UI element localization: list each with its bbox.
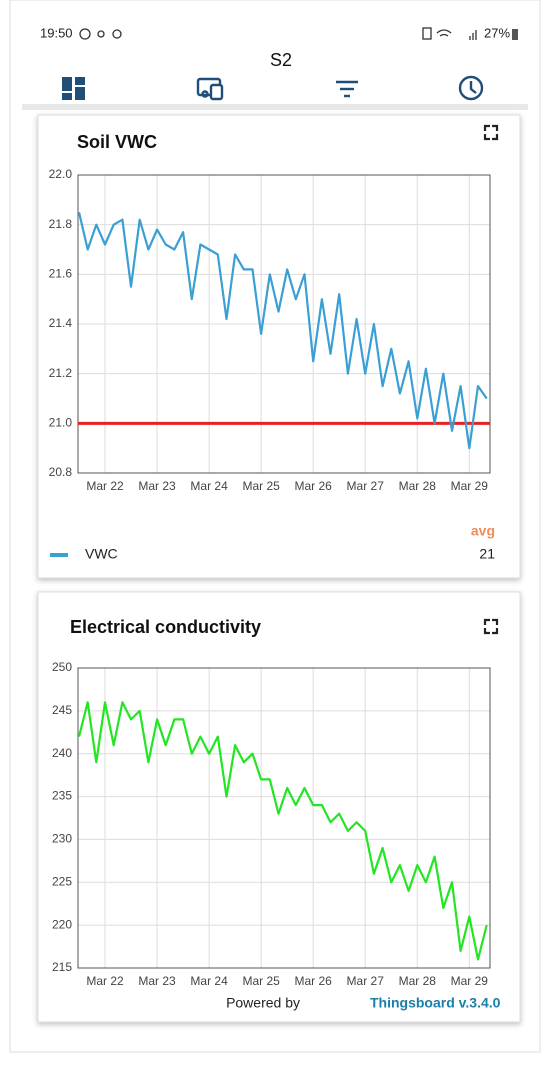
legend-stat-value: 21 bbox=[479, 546, 495, 562]
x-tick-label: Mar 24 bbox=[190, 974, 228, 988]
y-tick-label: 22.0 bbox=[49, 167, 73, 181]
x-tick-label: Mar 26 bbox=[295, 974, 333, 988]
y-tick-label: 220 bbox=[52, 917, 72, 931]
status-icons bbox=[79, 27, 477, 40]
y-tick-label: 235 bbox=[52, 789, 72, 803]
y-tick-label: 21.6 bbox=[49, 267, 73, 281]
y-tick-label: 250 bbox=[52, 660, 72, 674]
plot-area bbox=[77, 667, 491, 969]
header-shadow bbox=[22, 104, 528, 110]
x-tick-label: Mar 25 bbox=[242, 479, 280, 493]
nav-devices[interactable] bbox=[196, 77, 224, 101]
y-tick-label: 240 bbox=[52, 746, 72, 760]
y-tick-label: 20.8 bbox=[49, 465, 73, 479]
battery-icon bbox=[512, 29, 518, 40]
y-tick-label: 230 bbox=[52, 832, 72, 846]
y-tick-label: 215 bbox=[52, 960, 72, 974]
y-tick-label: 21.8 bbox=[49, 217, 73, 231]
x-tick-label: Mar 28 bbox=[399, 479, 437, 493]
x-tick-label: Mar 25 bbox=[242, 974, 280, 988]
x-tick-label: Mar 29 bbox=[451, 479, 489, 493]
x-tick-label: Mar 24 bbox=[190, 479, 228, 493]
x-tick-label: Mar 22 bbox=[86, 974, 124, 988]
data-line bbox=[77, 211, 488, 450]
nav-history[interactable] bbox=[458, 75, 484, 101]
x-tick-label: Mar 29 bbox=[451, 974, 489, 988]
plot-area bbox=[77, 174, 491, 474]
x-tick-label: Mar 23 bbox=[138, 974, 176, 988]
legend-label: VWC bbox=[85, 546, 118, 562]
y-tick-label: 245 bbox=[52, 703, 72, 717]
x-tick-label: Mar 22 bbox=[86, 479, 124, 493]
y-tick-label: 21.2 bbox=[49, 366, 73, 380]
legend-stat-header: avg bbox=[471, 523, 495, 539]
x-tick-label: Mar 27 bbox=[347, 974, 385, 988]
y-tick-label: 21.0 bbox=[49, 416, 73, 430]
data-line bbox=[77, 701, 488, 961]
footer-brand[interactable]: Thingsboard v.3.4.0 bbox=[370, 995, 501, 1011]
status-battery: 27% bbox=[484, 25, 510, 40]
card bbox=[37, 114, 521, 579]
header-title: S2 bbox=[270, 50, 292, 70]
x-tick-label: Mar 27 bbox=[347, 479, 385, 493]
footer-text: Powered by bbox=[226, 995, 300, 1011]
y-tick-label: 225 bbox=[52, 874, 72, 888]
fullscreen-button[interactable] bbox=[483, 618, 499, 635]
fullscreen-button[interactable] bbox=[483, 124, 499, 141]
card bbox=[37, 591, 521, 1023]
y-tick-label: 21.4 bbox=[49, 316, 73, 330]
legend-swatch bbox=[50, 553, 68, 557]
x-tick-label: Mar 23 bbox=[138, 479, 176, 493]
chart-title: Soil VWC bbox=[77, 132, 157, 152]
nav-dashboard[interactable] bbox=[62, 77, 85, 100]
status-time: 19:50 bbox=[40, 25, 73, 40]
nav-filter[interactable] bbox=[336, 80, 358, 98]
x-tick-label: Mar 28 bbox=[399, 974, 437, 988]
chart-title: Electrical conductivity bbox=[70, 617, 261, 637]
x-tick-label: Mar 26 bbox=[295, 479, 333, 493]
